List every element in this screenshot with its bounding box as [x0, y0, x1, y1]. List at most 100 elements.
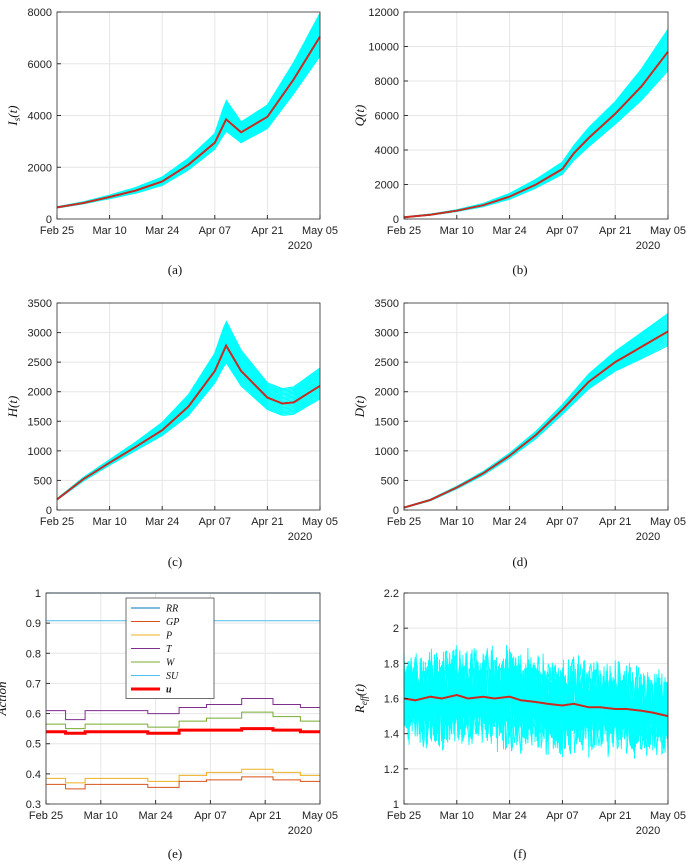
x-tick-label: Feb 25 — [387, 225, 421, 237]
y-tick-label: 0.5 — [26, 739, 41, 751]
y-tick-label: 0.6 — [26, 709, 41, 721]
uncertainty-band — [403, 313, 669, 509]
band-trajectory — [403, 42, 669, 218]
band-trajectory — [56, 31, 321, 208]
x-tick-label: Mar 24 — [492, 516, 526, 528]
x-tick-label: Apr 21 — [249, 810, 281, 822]
y-tick-label: 3500 — [375, 298, 399, 310]
band-trajectory — [403, 54, 669, 218]
legend-label-w: W — [166, 658, 176, 669]
band-trajectory — [56, 53, 321, 209]
y-tick-label: 0 — [46, 214, 52, 226]
y-tick-label: 10000 — [368, 42, 399, 54]
band-trajectory — [56, 35, 321, 208]
year-label: 2020 — [288, 240, 312, 252]
chart-panel-a: 0 2000 4000 6000 8000 Feb 25 Mar 10 Mar 24 Apr 0… — [5, 7, 338, 277]
year-label: 2020 — [288, 531, 312, 543]
band-trajectory — [403, 32, 669, 218]
x-tick-label: Apr 21 — [599, 516, 631, 528]
band-trajectory — [56, 353, 321, 501]
y-tick-label: 2500 — [28, 357, 52, 369]
band-trajectory — [403, 52, 669, 218]
band-trajectory — [56, 51, 321, 209]
series-line-t — [46, 698, 320, 721]
legend-label-su: SU — [166, 671, 179, 682]
series-line-mean — [403, 330, 669, 509]
y-axis-label: Reff(t) — [352, 684, 369, 714]
y-axis-label: Is(t) — [5, 105, 22, 126]
x-tick-label: Apr 07 — [199, 516, 231, 528]
uncertainty-band — [403, 644, 669, 759]
y-tick-label: 0.8 — [26, 648, 41, 660]
year-label: 2020 — [636, 825, 660, 837]
legend-label-t: T — [166, 644, 173, 655]
band-trajectory — [56, 361, 321, 501]
panel-caption: (c) — [168, 554, 182, 569]
band-trajectory — [56, 21, 321, 208]
band-trajectory — [56, 13, 321, 208]
y-tick-label: 0 — [46, 505, 52, 517]
y-tick-label: 12000 — [368, 7, 399, 19]
band-trajectory — [56, 320, 321, 500]
plot-frame — [56, 302, 321, 511]
y-tick-label: 0.4 — [26, 769, 41, 781]
band-trajectory — [56, 331, 321, 500]
x-tick-label: May 05 — [302, 516, 338, 528]
chart-panel-b: 0 2000 4000 6000 8000 10000 12000 Feb 25 Mar 10 M… — [352, 7, 686, 277]
legend-label-rr: RR — [165, 604, 178, 615]
band-trajectory — [403, 30, 669, 218]
legend-label-gp: GP — [166, 617, 179, 628]
series-line-mean — [56, 343, 321, 501]
series-line-u — [46, 727, 320, 735]
y-tick-label: 500 — [34, 475, 52, 487]
y-tick-label: 2.2 — [384, 588, 399, 600]
band-trajectory — [403, 50, 669, 218]
band-trajectory — [56, 49, 321, 209]
band-trajectory — [403, 60, 669, 218]
band-trajectory — [56, 334, 321, 500]
band-trajectory — [56, 347, 321, 501]
year-label: 2020 — [288, 825, 312, 837]
y-tick-label: 3500 — [28, 298, 52, 310]
y-tick-label: 6000 — [28, 59, 52, 71]
x-tick-label: Feb 25 — [40, 225, 74, 237]
x-tick-label: Mar 10 — [440, 516, 474, 528]
x-tick-label: May 05 — [302, 810, 338, 822]
year-label: 2020 — [636, 240, 660, 252]
band-trajectory — [56, 359, 321, 501]
series-line-gp — [46, 776, 320, 790]
band-trajectory — [403, 58, 669, 218]
band-trajectory — [56, 345, 321, 500]
x-tick-label: Mar 24 — [145, 225, 179, 237]
panel-caption: (b) — [512, 262, 527, 277]
band-trajectory — [56, 45, 321, 209]
x-tick-label: Mar 10 — [92, 516, 126, 528]
x-tick-label: Mar 10 — [440, 810, 474, 822]
legend-label-p: P — [165, 631, 172, 642]
x-tick-label: Apr 07 — [194, 810, 226, 822]
x-tick-label: Apr 21 — [599, 225, 631, 237]
panel-caption: (e) — [168, 846, 182, 861]
plot-frame — [403, 302, 669, 511]
x-tick-label: Apr 07 — [546, 225, 578, 237]
x-tick-label: Mar 10 — [440, 225, 474, 237]
y-tick-label: 2 — [393, 623, 399, 635]
y-tick-label: 1.8 — [384, 658, 399, 670]
y-tick-label: 0.9 — [26, 618, 41, 630]
x-tick-label: Apr 21 — [251, 225, 283, 237]
y-tick-label: 4000 — [28, 111, 52, 123]
band-trajectory — [56, 55, 321, 209]
chart-panel-e: 0.3 0.4 0.5 0.6 0.7 0.8 0.9 1 Feb 25 Mar 10 Mar 24… — [0, 588, 338, 861]
panel-caption: (d) — [512, 554, 527, 569]
x-tick-label: Mar 24 — [492, 810, 526, 822]
band-trajectory — [403, 34, 669, 218]
x-tick-label: Mar 24 — [138, 810, 172, 822]
y-tick-label: 8000 — [375, 76, 399, 88]
x-tick-label: Apr 07 — [199, 225, 231, 237]
y-tick-label: 1 — [393, 799, 399, 811]
band-trajectory — [403, 28, 669, 218]
y-tick-label: 2000 — [375, 387, 399, 399]
band-trajectory — [56, 29, 321, 208]
x-tick-label: Feb 25 — [29, 810, 63, 822]
